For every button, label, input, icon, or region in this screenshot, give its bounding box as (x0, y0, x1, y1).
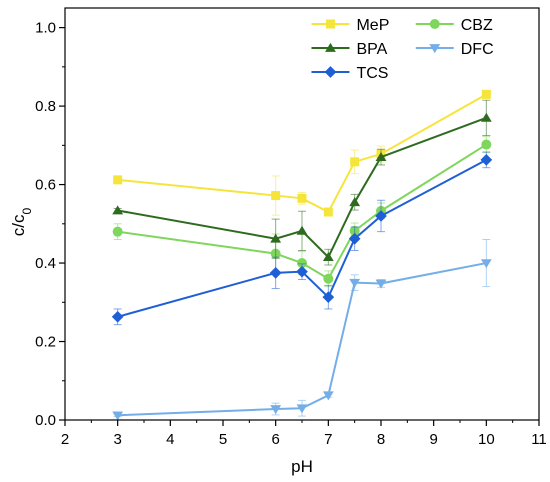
data-point-bpa (296, 225, 308, 235)
y-tick-label: 0.6 (35, 177, 56, 194)
legend-marker-mep (325, 19, 335, 29)
data-point-mep (323, 207, 333, 217)
data-point-bpa (349, 197, 361, 207)
y-axis-title: c/c0 (9, 207, 34, 236)
data-point-mep (350, 157, 360, 167)
y-tick-label: 0.2 (35, 334, 56, 351)
axes: 2 3 4 5 6 7 8 9 10 11 0.0 0.2 0.4 0.6 0.8 1.0 (35, 7, 547, 448)
legend-marker-bpa (325, 42, 336, 52)
legend: MeP CBZ BPA DFC TCS (311, 17, 494, 82)
data-point-dfc (270, 405, 282, 415)
data-point-mep (113, 175, 123, 185)
data-point-tcs (269, 267, 282, 279)
data-point-cbz (112, 226, 123, 237)
data-point-bpa (270, 233, 282, 243)
legend-marker-tcs (324, 66, 337, 78)
data-point-dfc (112, 411, 124, 421)
data-point-mep (271, 191, 281, 201)
y-axis-title-main: c/c (9, 214, 28, 236)
y-axis-title-subscript: 0 (20, 207, 34, 214)
legend-item-mep: MeP (311, 17, 389, 34)
x-tick-label: 4 (166, 431, 174, 448)
data-point-mep (481, 89, 491, 99)
legend-label-cbz: CBZ (461, 17, 493, 34)
legend-item-tcs: TCS (311, 65, 388, 82)
series-bpa (112, 99, 492, 266)
x-tick-label: 6 (271, 431, 279, 448)
y-tick-label: 0.8 (35, 98, 56, 115)
legend-item-dfc: DFC (415, 41, 494, 58)
x-tick-label: 8 (377, 431, 385, 448)
data-point-cbz (481, 139, 492, 150)
x-tick-label: 5 (219, 431, 227, 448)
y-tick-label: 0.4 (35, 255, 56, 272)
x-tick-label: 3 (113, 431, 121, 448)
series-tcs (111, 151, 493, 326)
data-point-dfc (322, 391, 334, 401)
data-point-tcs (296, 265, 308, 278)
data-point-mep (297, 193, 307, 203)
x-axis-title: pH (291, 457, 313, 476)
x-tick-label: 9 (429, 431, 437, 448)
data-point-tcs (348, 232, 361, 245)
x-tick-label: 7 (324, 431, 332, 448)
series-dfc (112, 239, 492, 421)
plot-area (111, 89, 493, 421)
data-point-dfc (480, 259, 492, 269)
legend-item-cbz: CBZ (415, 17, 493, 34)
data-point-bpa (322, 252, 334, 262)
data-point-tcs (322, 291, 335, 304)
data-point-bpa (112, 205, 124, 215)
legend-label-dfc: DFC (461, 41, 494, 58)
legend-marker-dfc (429, 44, 441, 54)
data-point-dfc (296, 404, 308, 414)
legend-label-bpa: BPA (356, 41, 387, 58)
x-tick-label: 2 (61, 431, 69, 448)
data-point-bpa (480, 112, 492, 122)
data-point-tcs (480, 154, 493, 166)
legend-label-mep: MeP (356, 17, 389, 34)
data-point-tcs (375, 210, 387, 222)
data-point-cbz (323, 273, 334, 284)
y-tick-label: 0.0 (35, 412, 56, 429)
x-tick-label: 11 (531, 431, 547, 448)
data-point-cbz (297, 258, 307, 269)
x-tick-label: 10 (478, 431, 495, 448)
legend-marker-cbz (429, 19, 440, 29)
data-point-dfc (349, 278, 361, 288)
data-point-dfc (375, 279, 387, 289)
data-point-bpa (375, 151, 387, 161)
legend-item-bpa: BPA (311, 41, 388, 58)
y-tick-label: 1.0 (35, 20, 56, 37)
data-point-tcs (111, 310, 124, 323)
legend-label-tcs: TCS (356, 65, 388, 82)
